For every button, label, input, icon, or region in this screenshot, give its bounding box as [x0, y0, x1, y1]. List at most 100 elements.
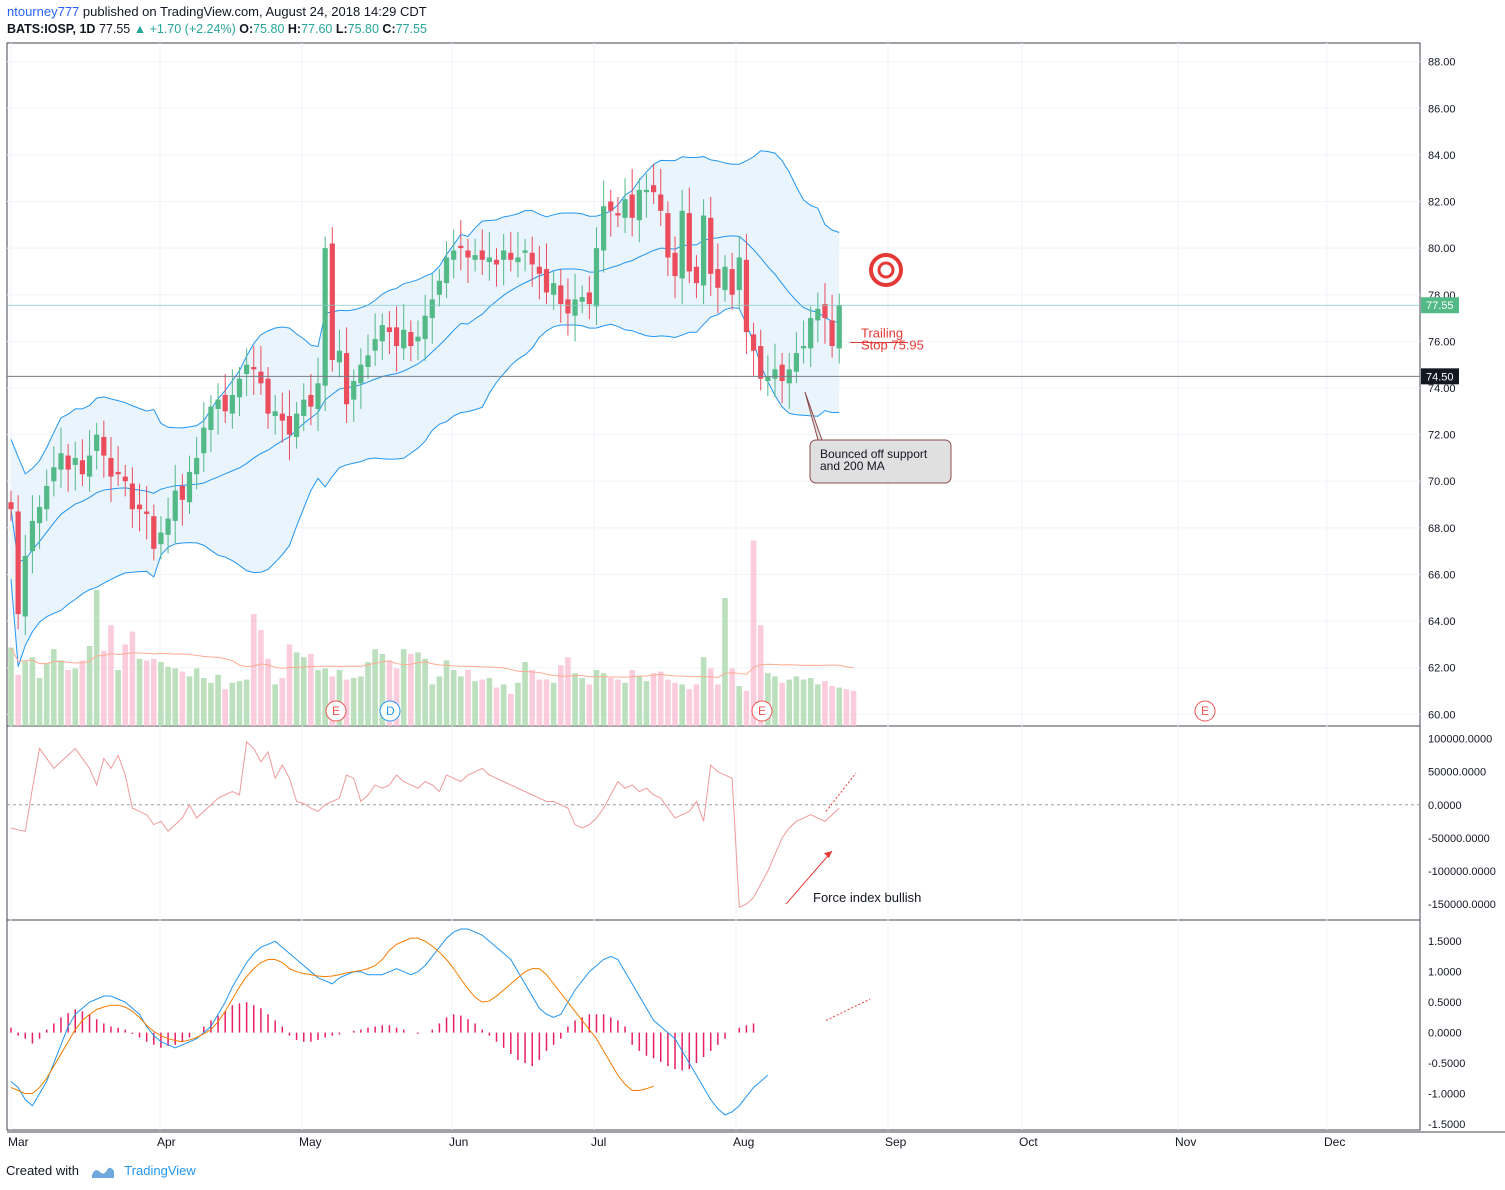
volume-bar: [586, 684, 593, 726]
candle-body: [743, 259, 750, 333]
last-price-tag: [1421, 297, 1459, 314]
volume-bar: [93, 590, 100, 726]
volume-bar: [165, 666, 171, 726]
volume-bar: [829, 686, 835, 726]
candle-body: [529, 252, 535, 265]
price-axis-tick-label: 60.00: [1428, 709, 1456, 721]
volume-bar: [450, 670, 457, 726]
candle-body: [565, 299, 571, 314]
candle-body: [158, 532, 164, 545]
volume-bar: [422, 658, 428, 726]
volume-bar: [372, 649, 378, 726]
volume-bar: [729, 668, 735, 726]
callout-label: Bounced off support: [820, 447, 928, 461]
candle-body: [458, 245, 464, 249]
volume-bar: [186, 676, 193, 726]
volume-bar: [579, 678, 585, 726]
candle-body: [601, 206, 607, 251]
event-marker-icon: [751, 700, 773, 722]
time-axis-tick-label: Nov: [1175, 1135, 1196, 1149]
candle-body: [800, 346, 807, 349]
force-arrow-head-icon: [824, 851, 832, 859]
chart-canvas[interactable]: 88.0086.0084.0082.0080.0078.0076.0074.00…: [0, 40, 1505, 1155]
support-tag: [1421, 368, 1459, 385]
candle-body: [558, 285, 564, 305]
volume-bar: [365, 662, 371, 726]
bollinger-lower-line: [10, 307, 840, 667]
candle-body: [493, 259, 500, 265]
candle-body: [629, 194, 635, 218]
volume-bar: [486, 678, 493, 726]
publish-header: ntourney777 published on TradingView.com…: [7, 4, 427, 19]
volume-bar: [415, 652, 421, 726]
price-axis-tick-label: 70.00: [1428, 476, 1456, 488]
candle-body: [208, 406, 214, 430]
time-axis-tick-label: May: [299, 1135, 322, 1149]
volume-bar: [229, 682, 236, 726]
candle-body: [515, 257, 521, 263]
candle-body: [422, 315, 428, 340]
candle-body: [22, 555, 28, 617]
volume-bar: [8, 647, 14, 726]
trailing-stop-label: Trailing: [861, 326, 903, 341]
volume-bar: [679, 684, 685, 726]
volume-bar: [565, 657, 571, 726]
time-axis-tick-label: Jul: [591, 1135, 606, 1149]
volume-bar: [557, 665, 564, 726]
candle-body: [379, 325, 385, 342]
author-link[interactable]: ntourney777: [7, 4, 80, 19]
candle-body: [151, 516, 157, 549]
candle-body: [543, 269, 550, 293]
volume-bar: [386, 660, 393, 726]
volume-bar: [715, 684, 721, 726]
candle-body: [758, 346, 764, 379]
volume-bar: [686, 689, 693, 726]
volume-bar: [72, 668, 79, 726]
volume-bar: [172, 668, 179, 726]
candle-body: [251, 367, 257, 370]
candle-body: [693, 266, 700, 284]
event-marker-icon: [379, 700, 401, 722]
created-with-text: Created with: [6, 1163, 79, 1178]
candle-body: [408, 332, 414, 347]
candle-body: [29, 520, 36, 552]
candle-body: [736, 257, 742, 291]
candle-body: [793, 353, 799, 372]
candle-body: [343, 353, 350, 405]
candle-body: [286, 415, 293, 435]
tradingview-brand-link[interactable]: TradingView: [124, 1163, 196, 1178]
candle-body: [258, 371, 264, 384]
volume-bar: [208, 682, 214, 726]
candle-body: [765, 376, 771, 382]
time-axis-tick-label: Mar: [8, 1135, 29, 1149]
volume-bar: [65, 670, 71, 726]
candle-body: [615, 213, 621, 216]
volume-bar: [465, 670, 471, 726]
volume-bar: [500, 684, 507, 726]
price-axis-tick-label: 62.00: [1428, 663, 1456, 675]
time-axis-tick-label: Jun: [449, 1135, 468, 1149]
volume-bar: [772, 676, 778, 726]
last-price-tag-label: 77.55: [1426, 300, 1454, 312]
candle-body: [622, 199, 628, 218]
volume-bar: [607, 678, 614, 726]
macd-signal-line: [10, 937, 654, 1095]
price-axis-tick-label: 88.00: [1428, 57, 1456, 69]
candle-body: [508, 252, 514, 260]
volume-bar: [700, 657, 707, 726]
volume-bar: [765, 673, 771, 726]
close-label: C:: [382, 22, 396, 36]
candle-body: [750, 334, 757, 351]
volume-bar: [479, 679, 486, 726]
volume-bar: [836, 687, 843, 726]
macd-axis-tick-label: -1.5000: [1428, 1119, 1465, 1131]
volume-bar: [43, 663, 50, 726]
candle-body: [308, 394, 314, 407]
volume-bar: [665, 679, 671, 726]
candle-body: [651, 185, 657, 193]
price-axis-tick-label: 72.00: [1428, 430, 1456, 442]
volume-bar: [200, 678, 207, 726]
candle-body: [144, 511, 150, 514]
volume-bar: [693, 684, 700, 726]
candle-body: [386, 327, 393, 333]
